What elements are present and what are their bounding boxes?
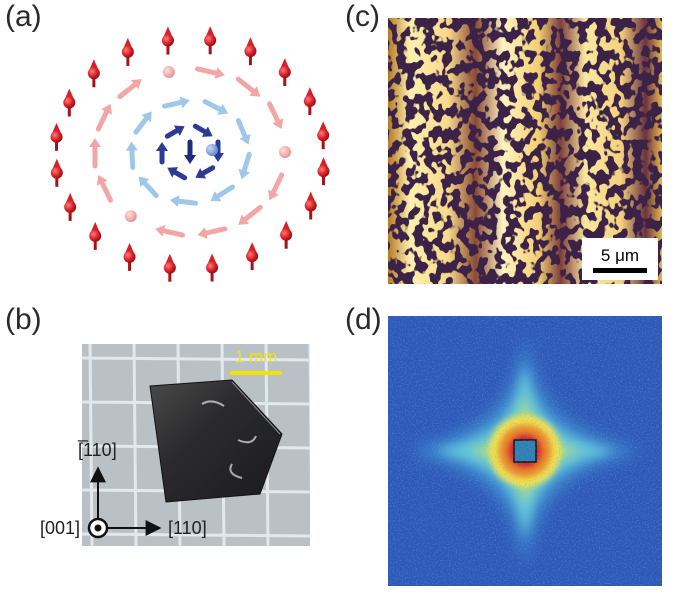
pink-spin-dot — [124, 210, 137, 223]
pink-spin-arrow — [194, 66, 225, 80]
up-spin-arrow — [63, 88, 76, 117]
dark-blue-spin-arrow — [195, 165, 216, 179]
light-blue-spin-arrow — [169, 195, 199, 208]
pink-spin-arrow — [197, 226, 228, 239]
up-spin-arrow — [50, 158, 63, 187]
paper-grid-line — [82, 356, 310, 362]
up-spin-arrow — [161, 26, 174, 55]
pink-spin-arrow — [96, 174, 113, 203]
scale-bar-label: 5 μm — [601, 246, 639, 265]
axis-right-label: [110] — [168, 518, 207, 538]
up-spin-arrow — [278, 58, 291, 87]
up-spin-arrow — [121, 37, 134, 66]
pink-spin-dot — [162, 66, 175, 79]
up-spin-arrow — [246, 242, 259, 271]
pink-spin-arrow — [117, 79, 142, 100]
light-blue-spin-arrow — [138, 176, 159, 199]
dark-blue-spin-arrow — [164, 125, 185, 139]
scale-bar — [593, 268, 647, 273]
light-blue-spin-arrow — [125, 141, 138, 170]
up-spin-arrow — [280, 220, 293, 249]
scale-bar-label: 1 mm — [235, 347, 278, 366]
dark-blue-spin-arrow — [167, 167, 188, 181]
up-spin-arrow — [204, 26, 217, 55]
pink-spin-arrow — [155, 224, 186, 238]
up-spin-arrow — [50, 122, 63, 151]
axis-out-label: [001] — [40, 518, 80, 538]
crystal-photo: 1 mm — [82, 344, 310, 546]
light-blue-spin-arrow — [133, 111, 152, 135]
up-spin-arrow — [317, 157, 330, 186]
panel-d-fft-image — [388, 316, 662, 586]
pink-spin-arrow — [268, 172, 285, 201]
axis-up-label: [̅110] — [77, 440, 117, 460]
blue-spin-dot — [206, 144, 218, 156]
up-spin-arrow — [89, 221, 102, 250]
light-blue-spin-arrow — [202, 99, 229, 115]
panel-b-crystal-photo: 1 mm — [82, 344, 310, 546]
panel-label-a: (a) — [5, 0, 42, 33]
spin-texture-diagram — [50, 26, 330, 282]
pink-spin-arrow — [89, 138, 101, 169]
dark-blue-spin-arrow — [192, 123, 213, 137]
pink-spin-arrow — [235, 76, 261, 97]
up-spin-arrow — [87, 59, 100, 88]
paper-grid-line — [82, 532, 310, 538]
light-blue-spin-arrow — [235, 118, 251, 145]
fft-image — [388, 316, 662, 586]
panel-a-spin-texture — [45, 20, 335, 285]
crystal-sample — [149, 379, 283, 503]
up-spin-arrow — [303, 87, 316, 116]
axes-diagram: [̅110] [110] [001] — [40, 440, 207, 539]
pink-spin-arrow — [95, 103, 112, 132]
up-spin-arrow — [64, 192, 77, 221]
panel-b-axes: [̅110] [110] [001] — [40, 430, 240, 560]
up-spin-arrow — [163, 253, 176, 282]
scale-bar — [230, 371, 282, 375]
pink-spin-arrow — [238, 204, 263, 225]
dark-blue-spin-arrow — [156, 142, 168, 165]
panel-label-b: (b) — [5, 303, 42, 336]
panel-label-c: (c) — [345, 0, 380, 33]
center-down-spin-arrow — [184, 139, 196, 164]
light-blue-spin-arrow — [210, 184, 235, 202]
mfm-image: 5 μm — [388, 18, 662, 284]
up-spin-arrow — [123, 242, 136, 271]
light-blue-spin-arrow — [238, 151, 252, 180]
panel-label-d: (d) — [345, 303, 382, 336]
pink-spin-arrow — [267, 101, 284, 130]
up-spin-arrow — [317, 121, 330, 150]
fft-center-mask — [513, 439, 537, 463]
dark-blue-spin-arrow — [212, 139, 224, 162]
light-blue-spin-arrow — [161, 96, 190, 109]
panel-c-microscopy-image: 5 μm — [388, 18, 662, 284]
up-spin-arrow — [244, 37, 257, 66]
up-spin-arrow — [304, 191, 317, 220]
pink-spin-dot — [279, 146, 291, 158]
up-spin-arrow — [206, 253, 219, 282]
